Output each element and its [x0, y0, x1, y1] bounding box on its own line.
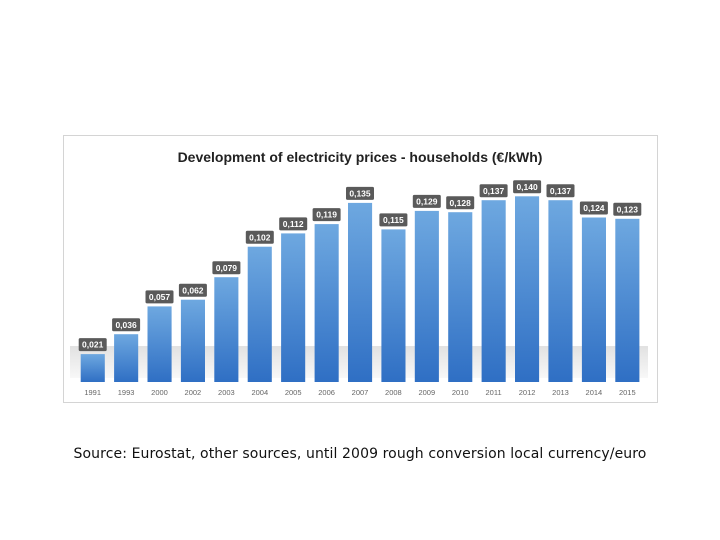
data-label-text: 0,129	[416, 197, 438, 207]
data-label-text: 0,140	[516, 182, 538, 192]
data-label-box	[412, 194, 441, 208]
chart-title: Development of electricity prices - hous…	[178, 149, 543, 165]
x-tick-2000: 2000	[151, 388, 168, 397]
data-label-box	[78, 338, 107, 352]
data-label-box	[579, 201, 608, 215]
data-label-text: 0,102	[249, 232, 271, 242]
data-label-text: 0,112	[283, 219, 304, 229]
data-label-2011: 0,137	[479, 184, 508, 198]
x-tick-2013: 2013	[552, 388, 569, 397]
bar-2002	[180, 299, 205, 382]
data-label-box	[479, 184, 508, 198]
bar-2015	[615, 218, 640, 382]
data-label-text: 0,057	[149, 292, 171, 302]
data-label-box	[346, 186, 374, 200]
x-tick-2009: 2009	[418, 388, 435, 397]
data-label-box	[212, 261, 241, 275]
bar-2003	[214, 277, 239, 382]
bar-2010	[448, 212, 473, 382]
data-label-2010: 0,128	[446, 196, 475, 210]
data-label-box	[513, 180, 542, 194]
data-label-text: 0,128	[450, 198, 472, 208]
data-label-text: 0,124	[583, 203, 605, 213]
x-tick-2004: 2004	[251, 388, 268, 397]
x-tick-1993: 1993	[118, 388, 135, 397]
bar-2011	[481, 200, 506, 382]
data-label-box	[245, 230, 274, 244]
data-label-2015: 0,123	[613, 202, 642, 216]
data-label-2003: 0,079	[212, 261, 241, 275]
data-label-text: 0,135	[349, 189, 371, 199]
bar-2009	[414, 210, 439, 382]
data-label-2009: 0,129	[412, 194, 441, 208]
bar-2006	[314, 224, 339, 382]
data-label-text: 0,123	[617, 204, 639, 214]
bar-2012	[515, 196, 540, 382]
bar-2008	[381, 229, 406, 382]
chart-frame: Development of electricity prices - hous…	[63, 135, 658, 403]
x-tick-2003: 2003	[218, 388, 235, 397]
bar-1993	[114, 334, 139, 382]
x-tick-2014: 2014	[586, 388, 603, 397]
x-tick-2015: 2015	[619, 388, 636, 397]
bar-1991	[80, 354, 105, 382]
data-label-2013: 0,137	[546, 184, 575, 198]
x-tick-2010: 2010	[452, 388, 469, 397]
x-tick-2007: 2007	[352, 388, 369, 397]
x-tick-2008: 2008	[385, 388, 402, 397]
x-tick-labels-layer: 1991 1993 2000 2002 2003 2004 2005 2006 2007 2008…	[84, 388, 635, 397]
bar-chart: Development of electricity prices - hous…	[70, 149, 648, 397]
x-tick-2012: 2012	[519, 388, 536, 397]
data-label-2014: 0,124	[579, 201, 608, 215]
data-label-2002: 0,062	[178, 283, 207, 297]
x-tick-1991: 1991	[84, 388, 101, 397]
data-labels-layer: 0,021 0,036 0,057 0,062 0,079 0,102 0,112 0,119…	[78, 180, 642, 352]
data-label-text: 0,119	[316, 210, 337, 220]
data-label-2008: 0,115	[379, 213, 408, 227]
data-label-box	[446, 196, 475, 210]
data-label-text: 0,137	[550, 186, 572, 196]
data-label-box	[546, 184, 575, 198]
data-label-box	[145, 290, 174, 304]
data-label-2000: 0,057	[145, 290, 174, 304]
data-label-2005: 0,112	[279, 217, 308, 231]
x-tick-2011: 2011	[486, 388, 502, 397]
bar-2007	[348, 202, 373, 382]
x-tick-2006: 2006	[318, 388, 335, 397]
x-tick-2005: 2005	[285, 388, 302, 397]
bar-2005	[281, 233, 306, 382]
data-label-2007: 0,135	[346, 186, 374, 200]
data-label-2004: 0,102	[245, 230, 274, 244]
data-label-box	[613, 202, 642, 216]
data-label-box	[379, 213, 408, 227]
data-label-2006: 0,119	[312, 208, 341, 222]
data-label-text: 0,137	[483, 186, 505, 196]
data-label-box	[178, 283, 207, 297]
x-tick-2002: 2002	[185, 388, 202, 397]
source-caption: Source: Eurostat, other sources, until 2…	[73, 446, 647, 462]
data-label-text: 0,062	[182, 285, 204, 295]
data-label-box	[112, 318, 141, 332]
data-label-text: 0,079	[216, 263, 238, 273]
bar-2014	[581, 217, 606, 382]
bar-2013	[548, 200, 573, 382]
bars-layer	[80, 196, 640, 382]
data-label-text: 0,021	[82, 340, 104, 350]
bar-2000	[147, 306, 172, 382]
data-label-box	[312, 208, 341, 222]
data-label-text: 0,036	[115, 320, 137, 330]
data-label-text: 0,115	[383, 215, 404, 225]
data-label-1991: 0,021	[78, 338, 107, 352]
data-label-1993: 0,036	[112, 318, 141, 332]
bar-2004	[247, 246, 272, 382]
data-label-2012: 0,140	[513, 180, 542, 194]
data-label-box	[279, 217, 308, 231]
